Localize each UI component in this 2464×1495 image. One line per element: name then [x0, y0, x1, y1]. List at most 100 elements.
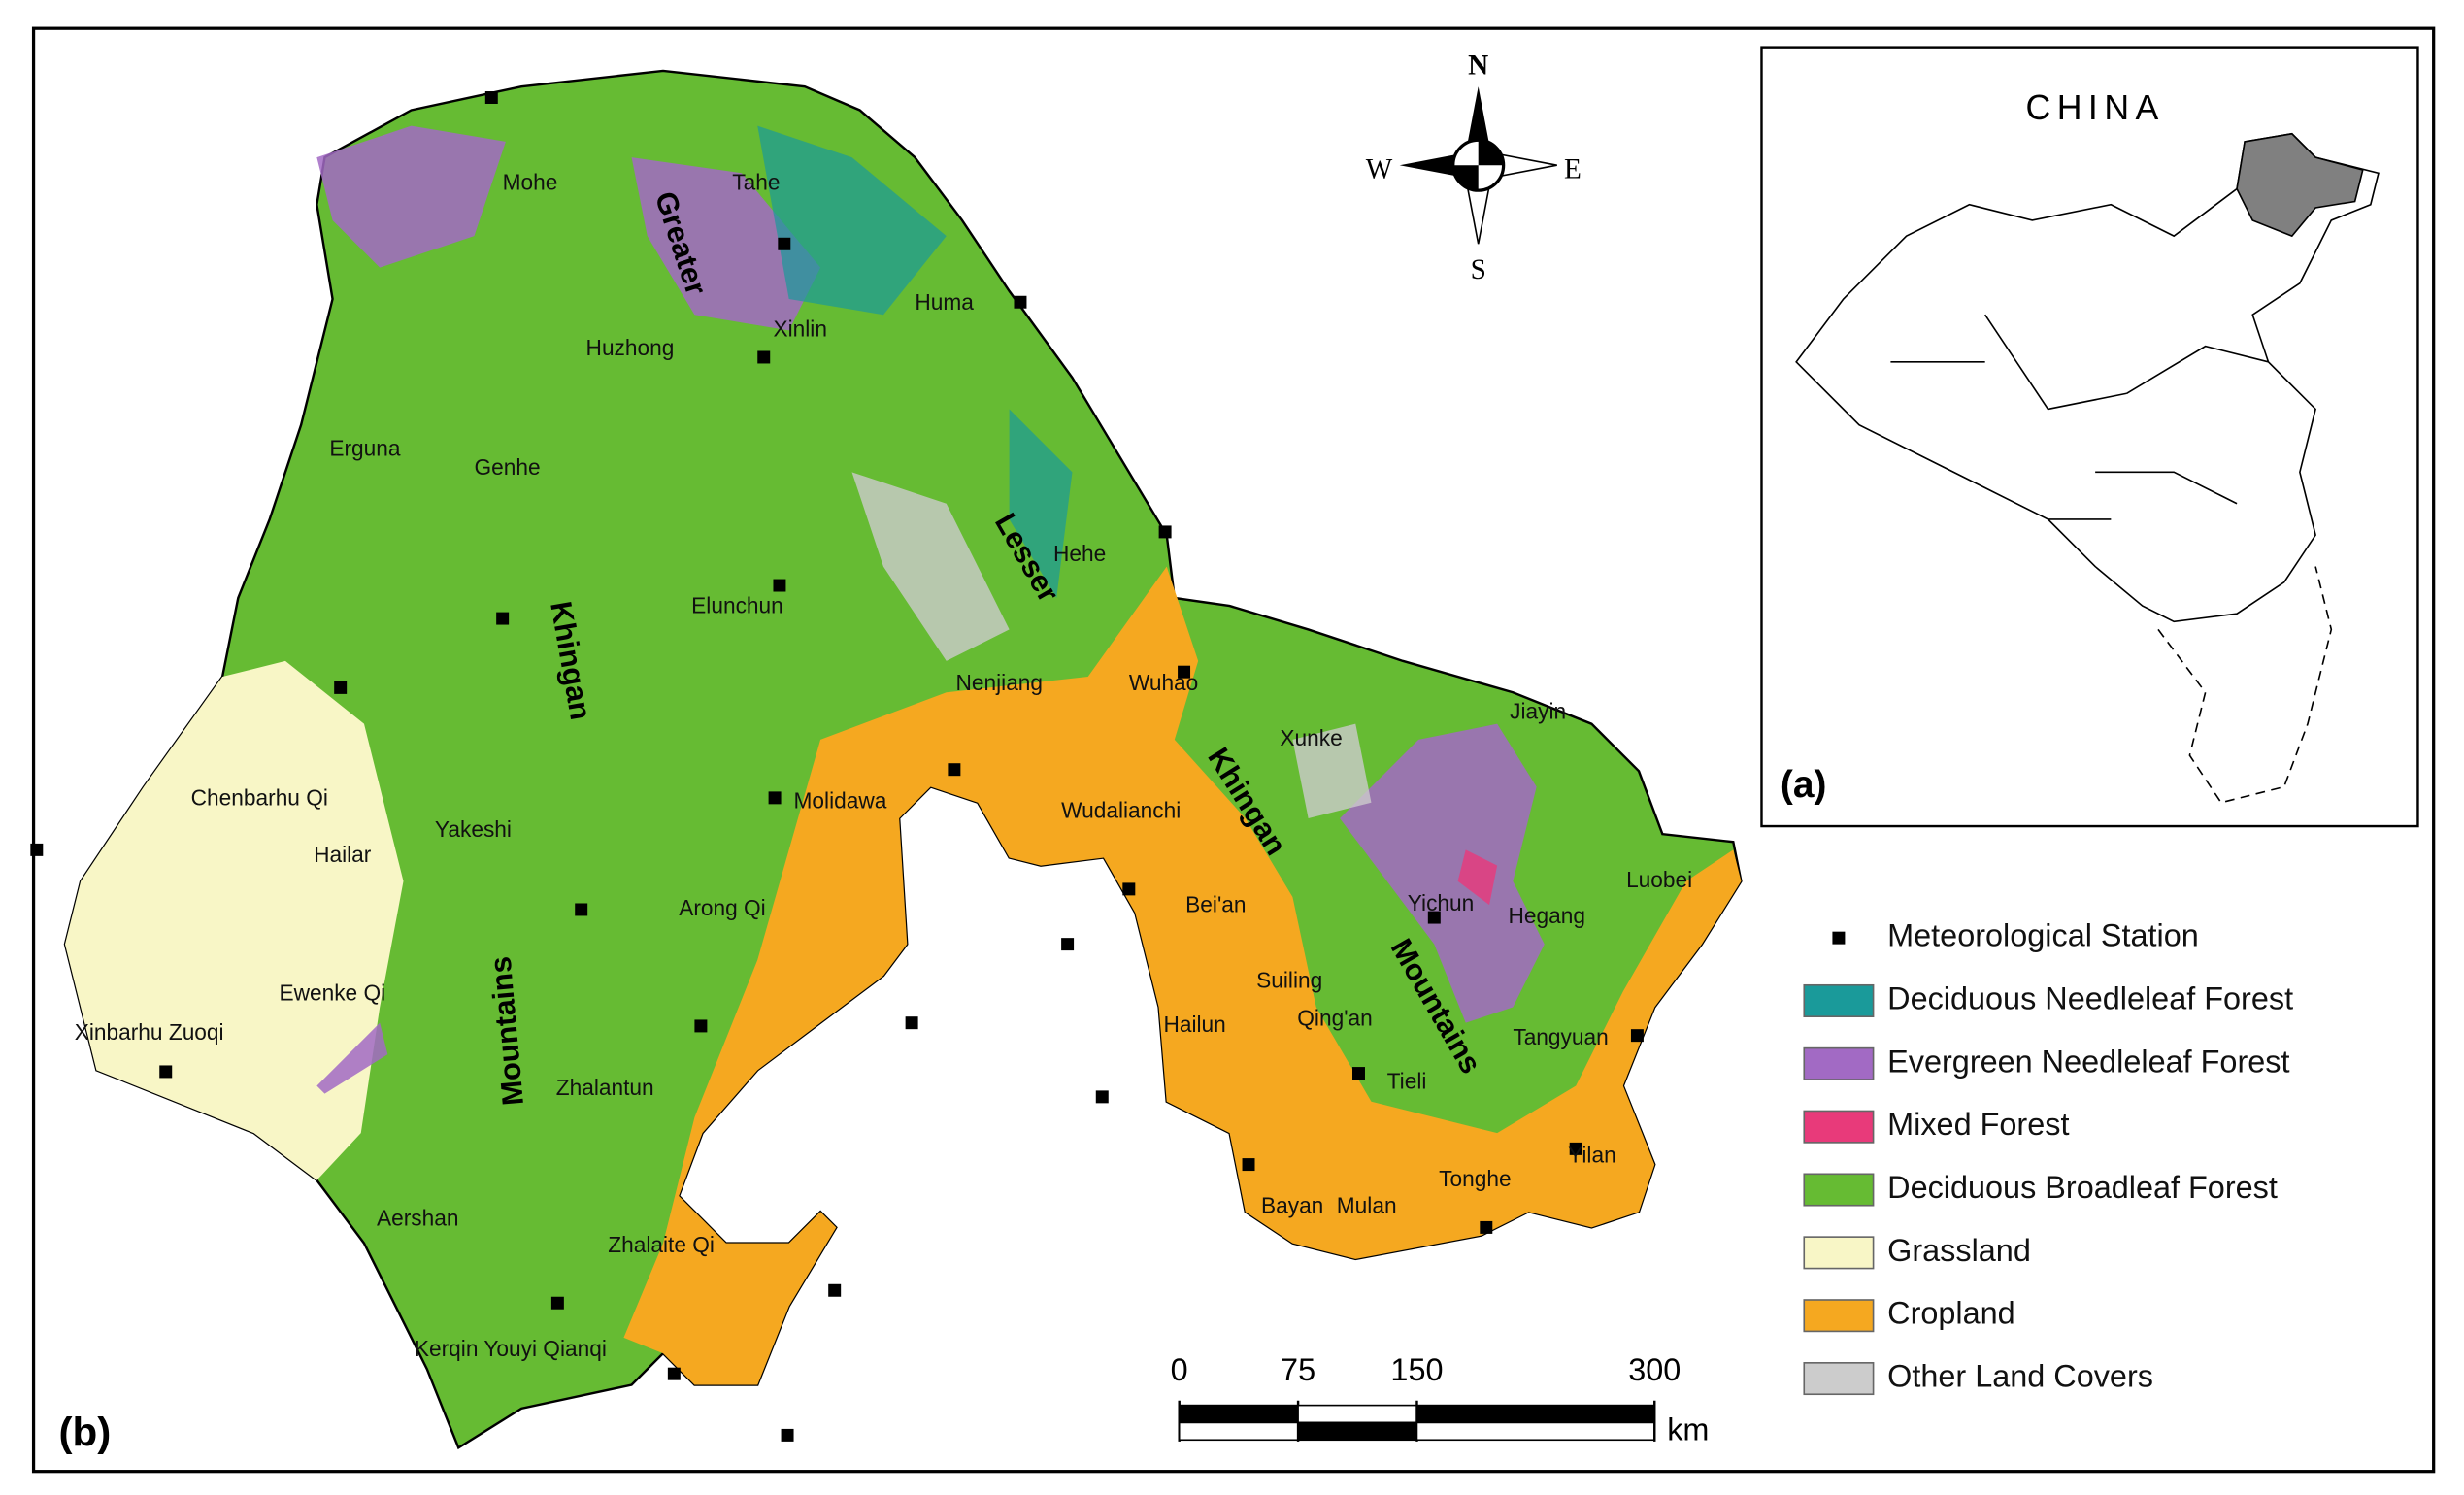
place-label: Aershan	[377, 1205, 459, 1230]
legend-swatch	[1803, 1299, 1875, 1333]
legend-label: Meteorological Station	[1887, 918, 2199, 953]
scale-segment	[1178, 1404, 1299, 1424]
place-label: Suiling	[1256, 968, 1322, 993]
scale-bar: 0 75 150 300 km	[1171, 1352, 1710, 1447]
compass-e: E	[1564, 153, 1582, 184]
station-marker	[1158, 525, 1172, 539]
station-marker	[828, 1283, 842, 1297]
place-label: Yilan	[1568, 1142, 1616, 1167]
station-marker	[1569, 1142, 1582, 1155]
legend: Meteorological Station Deciduous Needlele…	[1803, 918, 2293, 1396]
place-label: Genhe	[474, 454, 540, 480]
place-label: Xinbarhu Zuoqi	[75, 1019, 224, 1045]
region-grassland	[64, 660, 404, 1180]
place-label: Hailar	[314, 842, 372, 867]
place-label: Yichun	[1408, 890, 1475, 915]
legend-swatch	[1803, 1173, 1875, 1207]
station-marker	[781, 1428, 794, 1442]
legend-label: Other Land Covers	[1887, 1359, 2153, 1394]
station-marker	[757, 350, 771, 364]
place-label: Xinlin	[773, 316, 827, 341]
place-label: Hegang	[1508, 903, 1584, 928]
place-label: Wuhao	[1129, 670, 1198, 695]
station-marker	[1178, 665, 1191, 679]
inset-title: CHINA	[2025, 88, 2164, 127]
legend-label: Deciduous Needleleaf Forest	[1887, 981, 2293, 1016]
scale-tick-label: 150	[1390, 1352, 1443, 1387]
place-label: Xunke	[1280, 725, 1342, 750]
stations	[30, 91, 1644, 1442]
station-marker	[1242, 1158, 1255, 1172]
station-marker	[778, 237, 791, 250]
region-deciduous-needleleaf	[757, 125, 1073, 598]
legend-swatch	[1803, 1236, 1875, 1270]
scale-tick-label: 0	[1171, 1352, 1188, 1387]
place-label: Elunchun	[691, 593, 783, 618]
place-label: Hehe	[1053, 541, 1106, 566]
place-label: Tieli	[1387, 1068, 1427, 1093]
place-label: Molidawa	[794, 788, 887, 814]
place-label: Erguna	[329, 436, 401, 461]
region-other	[851, 472, 1372, 818]
panel-label: (b)	[59, 1410, 112, 1455]
station-marker	[484, 91, 498, 104]
station-marker	[1352, 1067, 1365, 1080]
place-label: Tonghe	[1439, 1166, 1511, 1191]
station-marker	[30, 843, 44, 856]
station-marker	[773, 579, 786, 592]
place-label: Mulan	[1337, 1192, 1397, 1217]
station-marker	[496, 612, 510, 625]
place-label: Nenjiang	[956, 670, 1044, 695]
station-marker	[159, 1065, 173, 1079]
scale-segment	[1297, 1404, 1418, 1424]
compass-s: S	[1471, 254, 1486, 285]
scale-tick-label: 300	[1628, 1352, 1681, 1387]
place-label: Luobei	[1626, 867, 1692, 892]
station-marker	[1061, 938, 1075, 951]
station-marker	[1630, 1029, 1644, 1043]
station-marker	[667, 1367, 681, 1380]
study-area	[63, 69, 1743, 1450]
place-label: Jiayin	[1510, 698, 1566, 723]
region-cropland	[623, 566, 1742, 1385]
station-marker	[1014, 295, 1027, 309]
station-marker	[334, 681, 348, 694]
inset-label: (a)	[1781, 764, 1827, 806]
station-marker	[575, 903, 588, 916]
place-label: Qing'an	[1297, 1005, 1373, 1030]
scale-segment	[1415, 1421, 1656, 1442]
station-marker	[550, 1296, 564, 1310]
station-marker	[1480, 1220, 1493, 1234]
place-label: Zhalaite Qi	[608, 1232, 715, 1257]
place-label: Bei'an	[1185, 892, 1246, 917]
station-marker	[1427, 911, 1441, 924]
place-label: Hailun	[1163, 1012, 1225, 1037]
place-label: Tahe	[732, 170, 780, 195]
legend-swatch	[1803, 1362, 1875, 1396]
scale-segment	[1415, 1404, 1656, 1424]
legend-swatch	[1803, 983, 1875, 1018]
legend-label: Cropland	[1887, 1296, 2015, 1331]
station-marker	[905, 1016, 918, 1030]
inset-map: CHINA (a)	[1760, 46, 2419, 828]
legend-label: Evergreen Needleleaf Forest	[1887, 1044, 2289, 1079]
region-mixed	[1457, 849, 1498, 906]
station-marker	[768, 791, 782, 805]
place-label: Kerqin Youyi Qianqi	[415, 1336, 607, 1361]
place-label: Zhalantun	[556, 1075, 654, 1100]
scale-segment	[1178, 1421, 1299, 1442]
legend-swatch	[1832, 931, 1846, 945]
place-label: Arong Qi	[679, 895, 766, 920]
scale-tick-label: 75	[1281, 1352, 1315, 1387]
place-label: Yakeshi	[435, 816, 512, 842]
place-label: Bayan	[1261, 1192, 1323, 1217]
scale-segment	[1297, 1421, 1418, 1442]
scale-unit: km	[1667, 1412, 1709, 1447]
station-marker	[1095, 1090, 1109, 1104]
legend-swatch	[1803, 1110, 1875, 1144]
legend-label: Mixed Forest	[1887, 1107, 2069, 1142]
compass-rose: N S E W	[1366, 50, 1582, 285]
compass-n: N	[1468, 50, 1488, 81]
